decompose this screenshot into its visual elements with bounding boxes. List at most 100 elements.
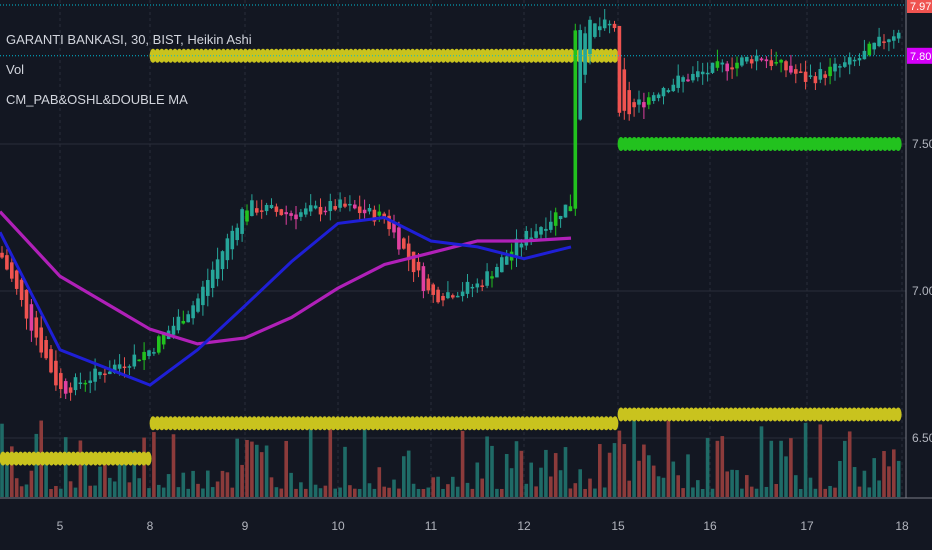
high-price-badge: 7.97: [907, 0, 932, 13]
candle: [59, 368, 63, 399]
price-axis: [906, 0, 932, 550]
yellow-low-2: [617, 407, 902, 422]
volume-bar: [666, 420, 671, 497]
volume-bar: [705, 437, 710, 497]
volume-bar: [323, 485, 328, 497]
volume-bar: [583, 488, 587, 497]
volume-bar: [166, 474, 171, 497]
candle: [720, 59, 725, 73]
volume-bar: [171, 434, 176, 497]
volume-bar: [838, 460, 842, 497]
candle: [5, 249, 9, 271]
legend-indicator[interactable]: CM_PAB&OSHL&DOUBLE MA: [6, 92, 188, 107]
volume-bar: [14, 478, 19, 497]
candle: [813, 72, 818, 91]
volume-bar: [549, 476, 553, 497]
volume-bar: [210, 487, 215, 497]
price-label-7.50: 7.50: [912, 137, 932, 151]
candle: [745, 56, 749, 64]
volume-bar: [534, 486, 538, 497]
legend-volume[interactable]: Vol: [6, 62, 25, 77]
candle: [568, 194, 573, 212]
volume-bar: [406, 450, 411, 497]
candle: [887, 38, 891, 52]
candle: [421, 262, 426, 299]
volume-bar: [73, 487, 78, 497]
candle: [132, 344, 137, 370]
candle: [896, 29, 901, 43]
candle: [642, 92, 646, 119]
candle: [593, 23, 597, 39]
candle: [867, 41, 872, 57]
candle: [460, 282, 465, 302]
volume-bar: [313, 484, 318, 497]
volume-bar: [529, 462, 533, 497]
candle: [647, 92, 651, 110]
candle: [529, 228, 533, 245]
candle: [627, 81, 631, 121]
volume-bar: [857, 486, 862, 497]
candle: [470, 283, 475, 298]
volume-bar: [887, 466, 891, 497]
candle: [333, 199, 337, 212]
price-badges: 7.97 7.80: [907, 0, 932, 64]
candle: [696, 61, 700, 82]
time-label-5: 5: [57, 519, 64, 533]
volume-bar: [642, 444, 646, 497]
volume-bar: [289, 472, 293, 497]
green-high-2: [617, 137, 902, 151]
volume-bar: [451, 476, 455, 497]
candle: [49, 345, 53, 374]
volume-bar: [524, 483, 529, 497]
volume-bar: [794, 475, 798, 497]
candle: [161, 332, 166, 350]
candle: [137, 359, 141, 362]
candle: [24, 289, 29, 330]
legend-symbol[interactable]: GARANTI BANKASI, 30, BIST, Heikin Ashi: [6, 32, 252, 47]
candle: [372, 205, 377, 226]
volume-bar: [882, 451, 886, 497]
volume-bar: [490, 445, 494, 497]
candle: [485, 263, 489, 289]
candle: [666, 88, 671, 94]
time-label-16: 16: [703, 519, 717, 533]
volume-bar: [852, 467, 857, 497]
candle: [348, 195, 352, 212]
volume-bar: [255, 444, 259, 497]
candle: [455, 291, 460, 298]
volume-bar: [803, 422, 808, 497]
volume-bar: [220, 470, 225, 497]
candle: [191, 300, 195, 325]
yellow-high-1: [149, 48, 619, 63]
volume-bar: [240, 464, 244, 497]
volume-bar: [382, 486, 386, 497]
candle: [240, 207, 244, 242]
volume-bar: [98, 466, 102, 497]
volume-bar: [514, 441, 519, 497]
volume-bar: [304, 488, 308, 497]
candle: [54, 350, 58, 391]
candle: [740, 55, 744, 68]
candle: [323, 206, 328, 216]
volume-bar: [823, 488, 827, 497]
candle: [514, 229, 519, 268]
volume-bar: [828, 485, 832, 497]
level-markers: [0, 48, 902, 466]
volume-bar: [877, 480, 881, 497]
candle: [877, 27, 881, 48]
candle: [353, 200, 357, 210]
volume-bar: [676, 475, 680, 497]
candle: [264, 202, 269, 216]
candle: [44, 336, 48, 361]
volume-bar: [735, 470, 739, 497]
candle: [573, 23, 578, 216]
volume-bar: [416, 488, 421, 497]
volume-bar: [725, 471, 729, 497]
volume-bar: [588, 478, 592, 497]
volume-bar: [269, 477, 274, 497]
volume-bar: [88, 485, 92, 497]
volume-bar: [147, 488, 151, 497]
volume-bar: [411, 483, 416, 497]
last-price-badge: 7.80: [907, 47, 932, 64]
